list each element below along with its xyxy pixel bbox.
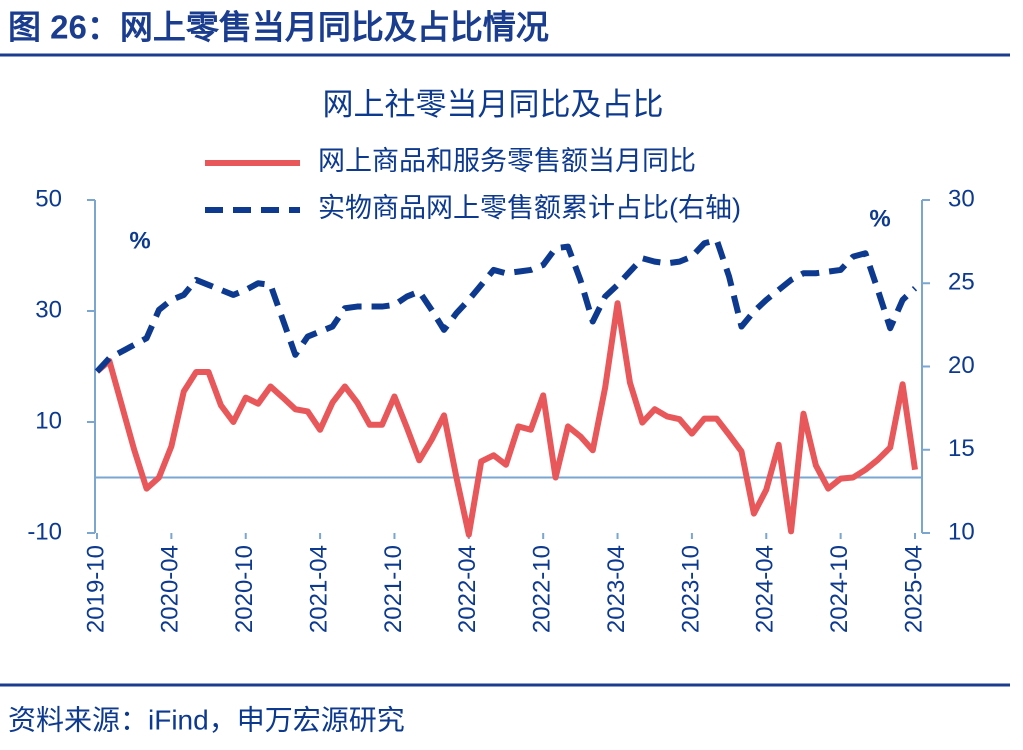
y2-tick-label: 25 [948, 269, 975, 296]
legend-label: 网上商品和服务零售额当月同比 [318, 146, 696, 176]
header-title: 图 26：网上零售当月同比及占比情况 [8, 9, 549, 46]
series-line [95, 300, 918, 538]
x-tick-label: 2021-04 [305, 545, 332, 633]
y2-tick-label: 10 [948, 518, 975, 545]
x-tick-label: 2022-04 [454, 545, 481, 633]
y-tick-label: 10 [35, 407, 62, 434]
y-unit: % [129, 227, 150, 254]
y2-tick-label: 20 [948, 352, 975, 379]
x-tick-label: 2024-04 [752, 545, 779, 633]
x-tick-label: 2020-04 [157, 545, 184, 633]
source: 资料来源：iFind，申万宏源研究 [8, 704, 405, 735]
series-line [94, 236, 918, 374]
y-tick-label: 30 [35, 296, 62, 323]
x-tick-label: 2023-04 [603, 545, 630, 633]
x-tick-label: 2024-10 [826, 545, 853, 633]
y2-tick-label: 15 [948, 435, 975, 462]
legend-label: 实物商品网上零售额累计占比(右轴) [318, 193, 741, 223]
x-tick-label: 2021-10 [380, 545, 407, 633]
y2-unit: % [869, 205, 890, 232]
x-tick-label: 2023-10 [677, 545, 704, 633]
y-tick-label: 50 [35, 185, 62, 212]
x-tick-label: 2019-10 [82, 545, 109, 633]
x-tick-label: 2022-10 [529, 545, 556, 633]
y2-tick-label: 30 [948, 185, 975, 212]
y-tick-label: -10 [27, 518, 62, 545]
x-tick-label: 2020-10 [231, 545, 258, 633]
chart-title: 网上社零当月同比及占比 [323, 87, 664, 122]
x-tick-label: 2025-04 [900, 545, 927, 633]
